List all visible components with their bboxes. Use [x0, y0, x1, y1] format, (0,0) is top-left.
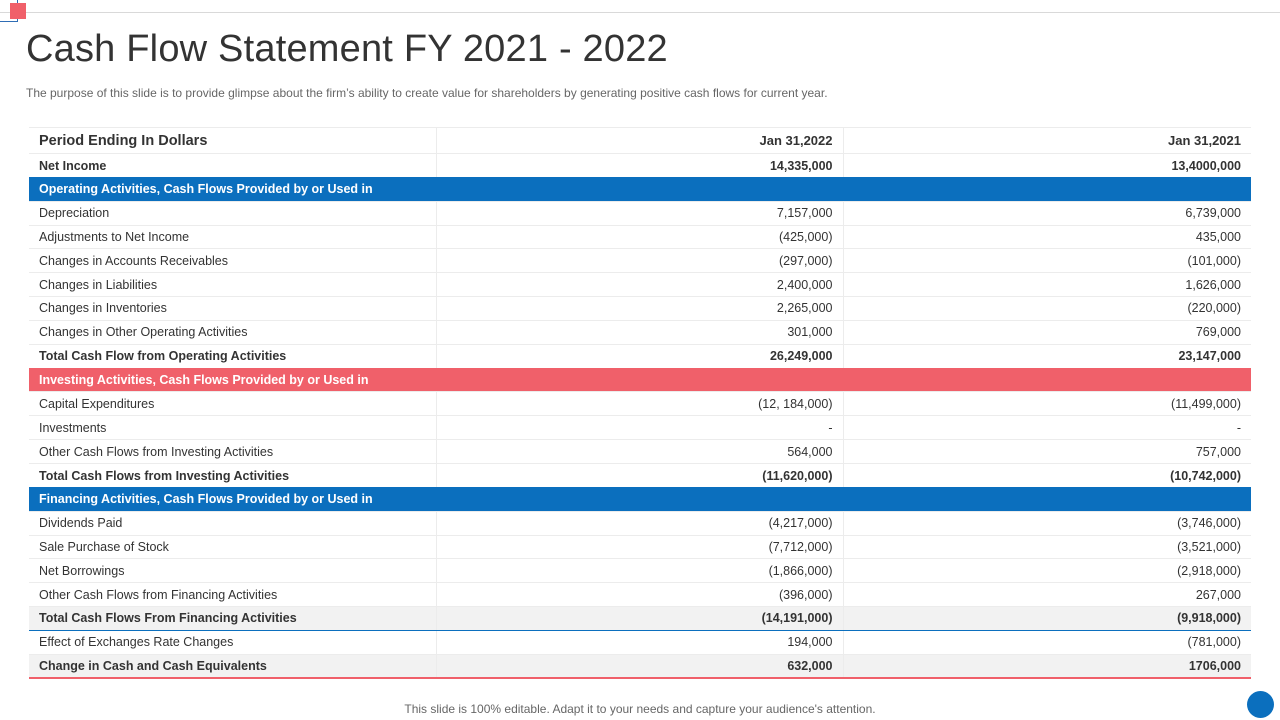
row-label: Other Cash Flows from Financing Activiti…: [29, 582, 437, 607]
value-2021: 769,000: [843, 319, 1251, 345]
value-2021: (10,742,000): [843, 462, 1251, 488]
investing-section-header: Investing Activities, Cash Flows Provide…: [29, 368, 1251, 392]
value-2021: (781,000): [843, 629, 1251, 655]
value-2021: -: [843, 415, 1251, 440]
row-label: Depreciation: [29, 200, 437, 226]
section-title: Financing Activities, Cash Flows Provide…: [29, 487, 1251, 512]
table-row: Capital Expenditures (12, 184,000) (11,4…: [29, 391, 1251, 416]
table-row: Investments - -: [29, 415, 1251, 440]
value-2021: 1706,000: [843, 653, 1251, 680]
investing-total-row: Total Cash Flows from Investing Activiti…: [29, 462, 1251, 488]
header-label: Period Ending In Dollars: [29, 127, 437, 154]
value-2021: 13,4000,000: [843, 153, 1251, 178]
row-label: Total Cash Flow from Operating Activitie…: [29, 343, 437, 369]
value-2022: 26,249,000: [436, 343, 844, 369]
row-label: Total Cash Flows From Financing Activiti…: [29, 606, 437, 631]
table-row: Changes in Liabilities 2,400,000 1,626,0…: [29, 272, 1251, 297]
financing-total-row: Total Cash Flows From Financing Activiti…: [29, 606, 1251, 631]
table-header-row: Period Ending In Dollars Jan 31,2022 Jan…: [29, 127, 1251, 154]
table-row: Changes in Inventories 2,265,000 (220,00…: [29, 296, 1251, 321]
corner-accent-square: [10, 3, 26, 19]
value-2022: 632,000: [436, 653, 844, 680]
table-row: Changes in Other Operating Activities 30…: [29, 319, 1251, 345]
exchange-rate-row: Effect of Exchanges Rate Changes 194,000…: [29, 629, 1251, 655]
value-2022: (7,712,000): [436, 534, 844, 559]
value-2022: 7,157,000: [436, 200, 844, 226]
value-2022: 2,265,000: [436, 296, 844, 321]
value-2022: (12, 184,000): [436, 391, 844, 416]
table-row: Changes in Accounts Receivables (297,000…: [29, 248, 1251, 273]
row-label: Effect of Exchanges Rate Changes: [29, 629, 437, 655]
corner-circle-accent: [1247, 691, 1274, 718]
row-label: Net Borrowings: [29, 558, 437, 583]
section-title: Investing Activities, Cash Flows Provide…: [29, 368, 1251, 392]
footer-note: This slide is 100% editable. Adapt it to…: [404, 702, 876, 716]
value-2022: (297,000): [436, 248, 844, 273]
value-2022: 301,000: [436, 319, 844, 345]
section-title: Operating Activities, Cash Flows Provide…: [29, 177, 1251, 202]
value-2022: (396,000): [436, 582, 844, 607]
financing-section-header: Financing Activities, Cash Flows Provide…: [29, 487, 1251, 512]
change-in-cash-row: Change in Cash and Cash Equivalents 632,…: [29, 653, 1251, 680]
value-2021: 267,000: [843, 582, 1251, 607]
operating-total-row: Total Cash Flow from Operating Activitie…: [29, 343, 1251, 369]
value-2022: (14,191,000): [436, 606, 844, 631]
value-2021: (9,918,000): [843, 606, 1251, 631]
row-label: Changes in Other Operating Activities: [29, 319, 437, 345]
value-2021: (101,000): [843, 248, 1251, 273]
value-2021: (220,000): [843, 296, 1251, 321]
row-label: Total Cash Flows from Investing Activiti…: [29, 462, 437, 488]
row-label: Investments: [29, 415, 437, 440]
value-2021: 435,000: [843, 224, 1251, 249]
row-label: Other Cash Flows from Investing Activiti…: [29, 439, 437, 464]
table-row: Net Borrowings (1,866,000) (2,918,000): [29, 558, 1251, 583]
operating-section-header: Operating Activities, Cash Flows Provide…: [29, 177, 1251, 202]
cash-flow-table: Period Ending In Dollars Jan 31,2022 Jan…: [29, 127, 1251, 680]
table-row: Dividends Paid (4,217,000) (3,746,000): [29, 510, 1251, 535]
value-2021: (2,918,000): [843, 558, 1251, 583]
row-label: Capital Expenditures: [29, 391, 437, 416]
value-2021: (3,746,000): [843, 510, 1251, 535]
row-label: Sale Purchase of Stock: [29, 534, 437, 559]
row-label: Changes in Accounts Receivables: [29, 248, 437, 273]
row-label: Change in Cash and Cash Equivalents: [29, 653, 437, 680]
value-2021: 757,000: [843, 439, 1251, 464]
table-row: Other Cash Flows from Financing Activiti…: [29, 582, 1251, 607]
value-2022: (425,000): [436, 224, 844, 249]
row-label: Dividends Paid: [29, 510, 437, 535]
page-title: Cash Flow Statement FY 2021 - 2022: [26, 28, 668, 70]
table-row: Sale Purchase of Stock (7,712,000) (3,52…: [29, 534, 1251, 559]
value-2021: 23,147,000: [843, 343, 1251, 369]
value-2022: 564,000: [436, 439, 844, 464]
header-col-2022: Jan 31,2022: [436, 127, 844, 154]
row-label: Adjustments to Net Income: [29, 224, 437, 249]
value-2021: (3,521,000): [843, 534, 1251, 559]
row-label: Changes in Liabilities: [29, 272, 437, 297]
net-income-row: Net Income 14,335,000 13,4000,000: [29, 153, 1251, 178]
value-2022: 194,000: [436, 629, 844, 655]
top-divider: [0, 12, 1280, 13]
value-2022: 14,335,000: [436, 153, 844, 178]
value-2021: 1,626,000: [843, 272, 1251, 297]
table-row: Adjustments to Net Income (425,000) 435,…: [29, 224, 1251, 249]
page-subtitle: The purpose of this slide is to provide …: [26, 86, 828, 100]
header-col-2021: Jan 31,2021: [843, 127, 1251, 154]
table-row: Other Cash Flows from Investing Activiti…: [29, 439, 1251, 464]
table-row: Depreciation 7,157,000 6,739,000: [29, 200, 1251, 226]
value-2022: (1,866,000): [436, 558, 844, 583]
value-2022: (11,620,000): [436, 462, 844, 488]
row-label: Net Income: [29, 153, 437, 178]
value-2022: 2,400,000: [436, 272, 844, 297]
value-2022: (4,217,000): [436, 510, 844, 535]
value-2021: (11,499,000): [843, 391, 1251, 416]
row-label: Changes in Inventories: [29, 296, 437, 321]
value-2021: 6,739,000: [843, 200, 1251, 226]
value-2022: -: [436, 415, 844, 440]
